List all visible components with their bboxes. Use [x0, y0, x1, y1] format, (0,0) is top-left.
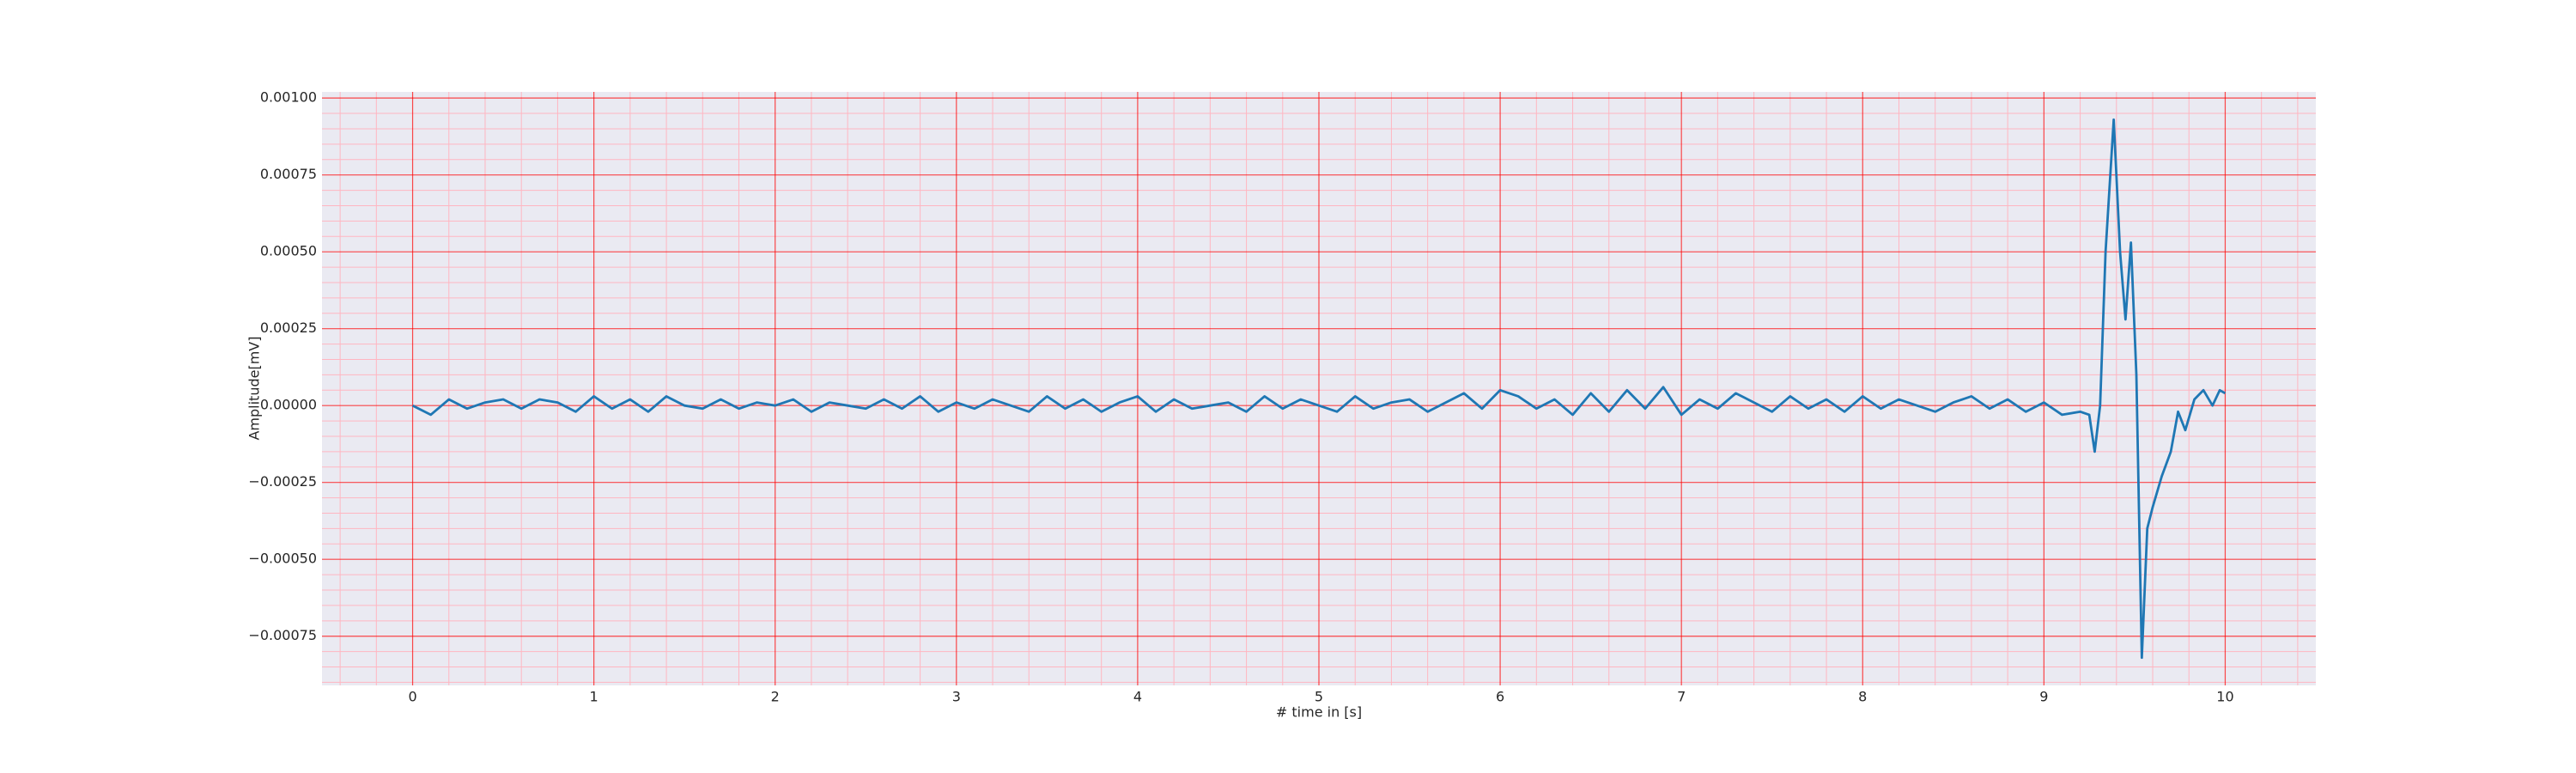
y-tick-label: 0.00025: [260, 320, 317, 336]
x-tick-label: 6: [1496, 689, 1504, 705]
y-tick-label: 0.00050: [260, 243, 317, 259]
marks: [411, 118, 2227, 660]
y-axis-label: Amplitude[mV]: [246, 336, 263, 440]
x-tick-label: 8: [1858, 689, 1867, 705]
x-tick-label: 9: [2039, 689, 2048, 705]
x-tick-label: 3: [952, 689, 961, 705]
signal-line: [411, 118, 2227, 660]
y-tick-label: −0.00075: [248, 627, 317, 643]
y-tick-label: −0.00050: [248, 551, 317, 567]
x-tick-label: 2: [771, 689, 780, 705]
x-tick-label: 1: [590, 689, 598, 705]
x-tick-label: 7: [1677, 689, 1686, 705]
y-tick-label: 0.00100: [260, 89, 317, 106]
x-tick-label: 10: [2216, 689, 2233, 705]
x-axis-label: # time in [s]: [1276, 704, 1362, 721]
y-tick-label: 0.00075: [260, 166, 317, 182]
x-tick-label: 4: [1133, 689, 1142, 705]
x-tick-label: 5: [1315, 689, 1323, 705]
x-tick-label: 0: [408, 689, 416, 705]
y-tick-label: −0.00025: [248, 473, 317, 490]
y-tick-label: 0.00000: [260, 397, 317, 413]
